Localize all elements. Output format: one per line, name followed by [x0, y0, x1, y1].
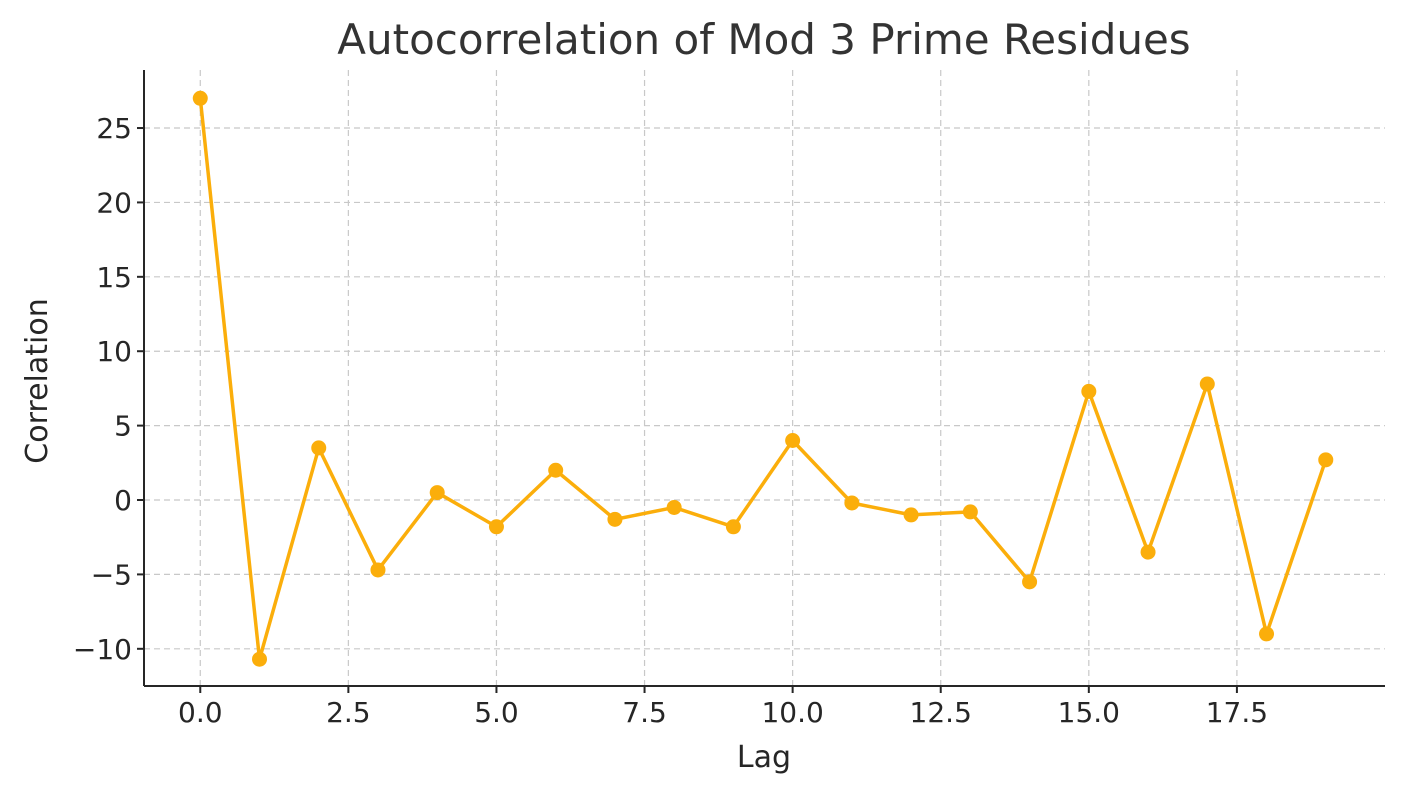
series-line — [198, 98, 1328, 661]
x-tick-label: 7.5 — [622, 696, 667, 729]
x-tick-label: 10.0 — [761, 696, 823, 729]
x-tick-label: 17.5 — [1206, 696, 1268, 729]
y-tick-label: −10 — [73, 633, 132, 666]
data-point — [1318, 452, 1334, 468]
data-point — [725, 519, 741, 535]
x-tick-label: 0.0 — [178, 696, 223, 729]
data-point — [548, 462, 564, 478]
data-point — [785, 432, 801, 448]
x-axis-label: Lag — [737, 740, 791, 775]
data-point — [607, 511, 623, 527]
y-tick-label: 5 — [114, 410, 132, 443]
axes: 0.0 2.5 5.0 7.5 10.0 12.5 15.0 17.5 −10 −5 0 5 10 15 2… — [73, 70, 1385, 729]
x-tick-label: 12.5 — [910, 696, 972, 729]
data-point — [1081, 383, 1097, 399]
y-tick-label: 10 — [96, 335, 132, 368]
data-point — [311, 440, 327, 456]
data-point — [962, 504, 978, 520]
data-point — [666, 499, 682, 515]
grid — [144, 70, 1385, 686]
data-point — [192, 90, 208, 106]
data-point — [844, 495, 860, 511]
y-tick-label: 0 — [114, 484, 132, 517]
y-tick-label: −5 — [91, 558, 132, 591]
x-tick-label: 5.0 — [474, 696, 519, 729]
data-point — [903, 507, 919, 523]
chart-title: Autocorrelation of Mod 3 Prime Residues — [337, 15, 1190, 64]
data-point — [429, 485, 445, 501]
data-point — [488, 519, 504, 535]
data-point — [252, 651, 268, 667]
x-tick-label: 2.5 — [326, 696, 371, 729]
series-layer — [192, 90, 1334, 667]
y-tick-label: 25 — [96, 112, 132, 145]
data-point — [1259, 626, 1275, 642]
y-tick-label: 20 — [96, 186, 132, 219]
data-point — [370, 562, 386, 578]
y-axis-label: Correlation — [20, 298, 55, 463]
y-tick-label: 15 — [96, 261, 132, 294]
data-point — [1022, 574, 1038, 590]
x-tick-label: 15.0 — [1058, 696, 1120, 729]
data-point — [1140, 544, 1156, 560]
data-point — [1199, 376, 1215, 392]
